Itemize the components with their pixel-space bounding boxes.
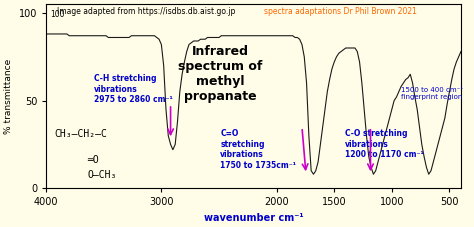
Text: CH₃–CH₂–C: CH₃–CH₂–C: [55, 129, 107, 139]
Text: 100: 100: [50, 10, 65, 19]
Text: Image adapted from https://isdbs.db.aist.go.jp: Image adapted from https://isdbs.db.aist…: [57, 7, 235, 16]
Text: 1500 to 400 cm⁻¹
fingerprint region: 1500 to 400 cm⁻¹ fingerprint region: [401, 87, 463, 100]
Text: C=O
stretching
vibrations
1750 to 1735cm⁻¹: C=O stretching vibrations 1750 to 1735cm…: [220, 129, 296, 170]
Text: ═O: ═O: [88, 155, 100, 165]
Text: O–CH₃: O–CH₃: [88, 170, 117, 180]
Text: Infrared
spectrum of
methyl
propanate: Infrared spectrum of methyl propanate: [178, 45, 263, 103]
Y-axis label: % transmittance: % transmittance: [4, 59, 13, 134]
X-axis label: wavenumber cm⁻¹: wavenumber cm⁻¹: [204, 213, 303, 223]
Text: spectra adaptations Dr Phil Brown 2021: spectra adaptations Dr Phil Brown 2021: [264, 7, 417, 16]
Text: C-H stretching
vibrations
2975 to 2860 cm⁻¹: C-H stretching vibrations 2975 to 2860 c…: [94, 74, 173, 104]
Text: C-O stretching
vibrations
1200 to 1170 cm⁻¹: C-O stretching vibrations 1200 to 1170 c…: [345, 129, 424, 159]
